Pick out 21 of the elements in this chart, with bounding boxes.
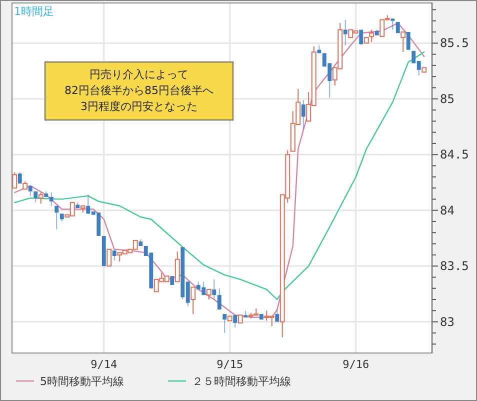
legend-label: ２５時間移動平均線 (192, 375, 291, 388)
y-tick-label: 85.5 (440, 36, 469, 50)
candlestick (206, 288, 212, 300)
y-tick-label: 83.5 (440, 259, 469, 274)
y-tick-label: 84.5 (440, 148, 469, 162)
candlestick (369, 29, 374, 43)
legend-label: 5時間移動平均線 (40, 375, 124, 388)
x-tick-label: 9/16 (342, 358, 370, 371)
candlestick (400, 31, 406, 53)
annotation: 円売り介入によって 82円台後半から85円台後半へ 3円程度の円安となった (64, 68, 214, 113)
y-tick-label: 85 (440, 92, 454, 106)
x-tick-label: 9/15 (216, 358, 244, 371)
candlestick (406, 31, 410, 50)
y-tick-label: 84 (440, 203, 454, 218)
x-tick-label: 9/14 (90, 358, 118, 371)
y-tick-label: 83 (440, 314, 454, 329)
candlestick (190, 286, 196, 314)
chart-title: 1時間足 (14, 5, 54, 18)
candlestick (174, 251, 180, 282)
candlestick (38, 192, 44, 204)
candlestick (106, 248, 112, 267)
